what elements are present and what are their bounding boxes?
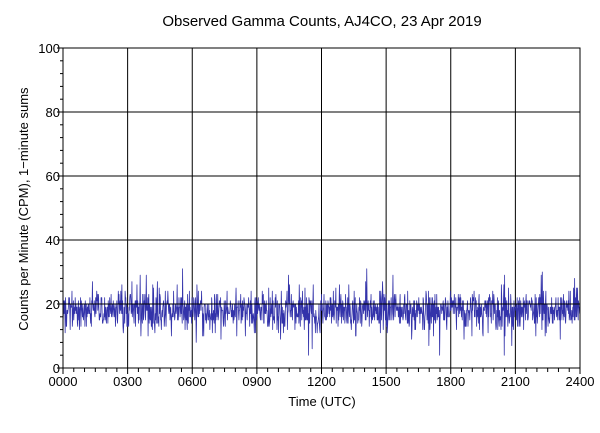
axes <box>62 47 581 369</box>
x-tick-label: 2100 <box>501 374 530 389</box>
y-tick-label: 40 <box>46 233 60 248</box>
series-line <box>62 268 581 356</box>
y-tick-label: 0 <box>53 361 60 376</box>
y-tick-label: 20 <box>46 297 60 312</box>
x-tick-label: 2400 <box>566 374 595 389</box>
x-axis-label: Time (UTC) <box>288 394 355 409</box>
y-tick-label: 80 <box>46 105 60 120</box>
tick-labels: 0000 0300 0600 0900 1200 1500 1800 2100 2400 0 20 4… <box>38 41 594 389</box>
minor-ticks <box>57 47 581 374</box>
y-tick-label: 100 <box>38 41 60 56</box>
x-tick-label: 1500 <box>372 374 401 389</box>
x-tick-label: 0000 <box>49 374 78 389</box>
chart-title: Observed Gamma Counts, AJ4CO, 23 Apr 201… <box>162 13 481 30</box>
x-tick-label: 0300 <box>113 374 142 389</box>
plot-frame <box>62 47 581 369</box>
x-tick-label: 1800 <box>436 374 465 389</box>
y-axis-label: Counts per Minute (CPM), 1−minute sums <box>16 87 31 331</box>
y-tick-label: 60 <box>46 169 60 184</box>
series-layer <box>62 268 581 356</box>
x-tick-label: 1200 <box>307 374 336 389</box>
x-tick-label: 0900 <box>242 374 271 389</box>
x-tick-label: 0600 <box>178 374 207 389</box>
